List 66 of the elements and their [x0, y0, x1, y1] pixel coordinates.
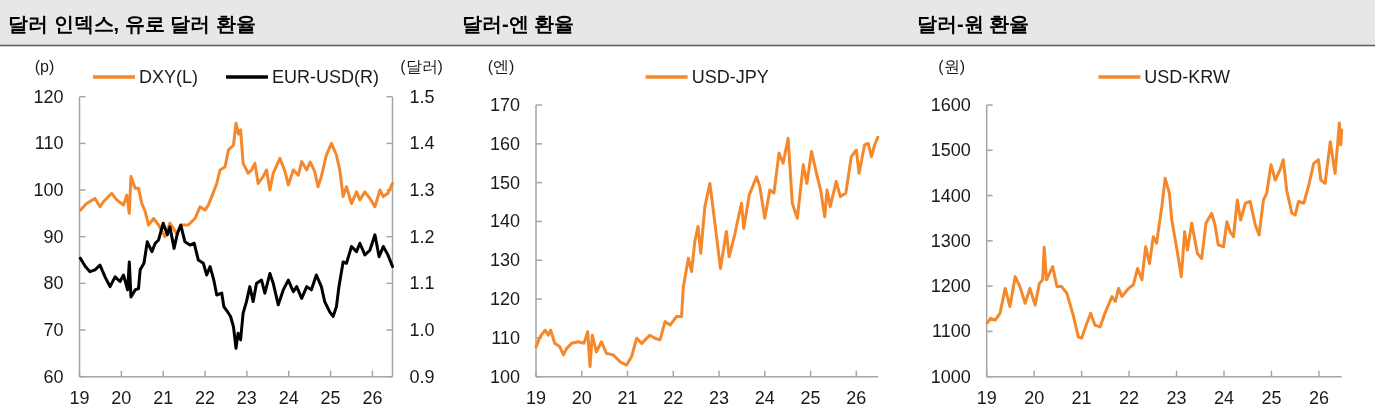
y2-tick-label: 1.3 [409, 180, 435, 201]
x-tick-label: 19 [69, 387, 90, 408]
x-tick-label: 24 [754, 387, 775, 408]
y2-tick-label: 1.0 [409, 320, 435, 341]
y-tick-label: 60 [43, 366, 64, 387]
y-tick-label: 120 [489, 289, 520, 310]
y-tick-label: 110 [34, 133, 64, 154]
y-tick-label: 160 [489, 133, 520, 154]
y-tick-label: 1100 [931, 321, 971, 342]
y-tick-label: 110 [491, 327, 520, 348]
x-tick-label: 21 [617, 387, 638, 408]
x-tick-label: 26 [846, 387, 867, 408]
y2-tick-label: 1.4 [409, 133, 435, 154]
y2-tick-label: 1.2 [409, 226, 435, 247]
x-tick-label: 21 [153, 387, 174, 408]
y2-tick-label: 0.9 [409, 366, 435, 387]
y-tick-label: 90 [43, 226, 64, 247]
x-tick-label: 23 [1166, 387, 1187, 408]
y-tick-label: 1500 [930, 140, 971, 161]
y-tick-label: 1400 [930, 185, 971, 206]
y-axis-title: (엔) [487, 57, 515, 75]
y-tick-label: 1600 [930, 95, 971, 115]
x-tick-label: 26 [362, 387, 383, 408]
y-tick-label: 1300 [930, 230, 971, 251]
x-tick-label: 20 [111, 387, 132, 408]
x-tick-label: 25 [1261, 387, 1282, 408]
y-tick-label: 1200 [930, 276, 971, 297]
x-tick-label: 20 [1024, 387, 1045, 408]
x-tick-label: 24 [1213, 387, 1235, 408]
y-axis-title: (p) [34, 57, 55, 75]
y-tick-label: 100 [33, 180, 64, 201]
legend: USD-KRW [1098, 67, 1231, 87]
legend-label: USD-KRW [1144, 67, 1231, 87]
x-tick-label: 22 [195, 387, 216, 408]
y-tick-label: 150 [489, 172, 520, 193]
y-tick-label: 80 [43, 273, 64, 294]
x-tick-label: 20 [571, 387, 592, 408]
y2-axis-title: (달러) [400, 57, 443, 75]
y-tick-label: 70 [43, 320, 64, 341]
y2-tick-label: 1.1 [409, 273, 435, 294]
x-tick-label: 25 [800, 387, 821, 408]
legend-label: EUR-USD(R) [272, 67, 380, 87]
x-tick-label: 22 [1119, 387, 1140, 408]
y-tick-label: 120 [33, 86, 64, 107]
x-tick-label: 19 [525, 387, 547, 408]
x-tick-label: 25 [320, 387, 341, 408]
legend-label: DXY(L) [138, 67, 199, 87]
x-tick-label: 23 [236, 387, 257, 408]
x-tick-label: 19 [976, 387, 997, 408]
chart-title: 달러-엔 환율 [462, 13, 575, 35]
y2-tick-label: 1.5 [409, 86, 435, 107]
y-tick-label: 130 [489, 250, 520, 271]
x-tick-label: 22 [663, 387, 684, 408]
chart-title: 달러-원 환율 [917, 13, 1030, 35]
chart-title: 달러 인덱스, 유로 달러 환율 [8, 13, 256, 35]
y-tick-label: 170 [489, 95, 520, 115]
y-tick-label: 100 [489, 366, 520, 387]
y-tick-label: 1000 [930, 366, 971, 387]
legend: USD-JPY [645, 67, 769, 87]
x-tick-label: 24 [278, 387, 299, 408]
legend-label: USD-JPY [691, 67, 769, 87]
x-tick-label: 23 [709, 387, 730, 408]
y-axis-title: (원) [938, 57, 966, 75]
x-tick-label: 26 [1308, 387, 1329, 408]
y-tick-label: 140 [489, 211, 520, 232]
x-tick-label: 21 [1071, 387, 1092, 408]
